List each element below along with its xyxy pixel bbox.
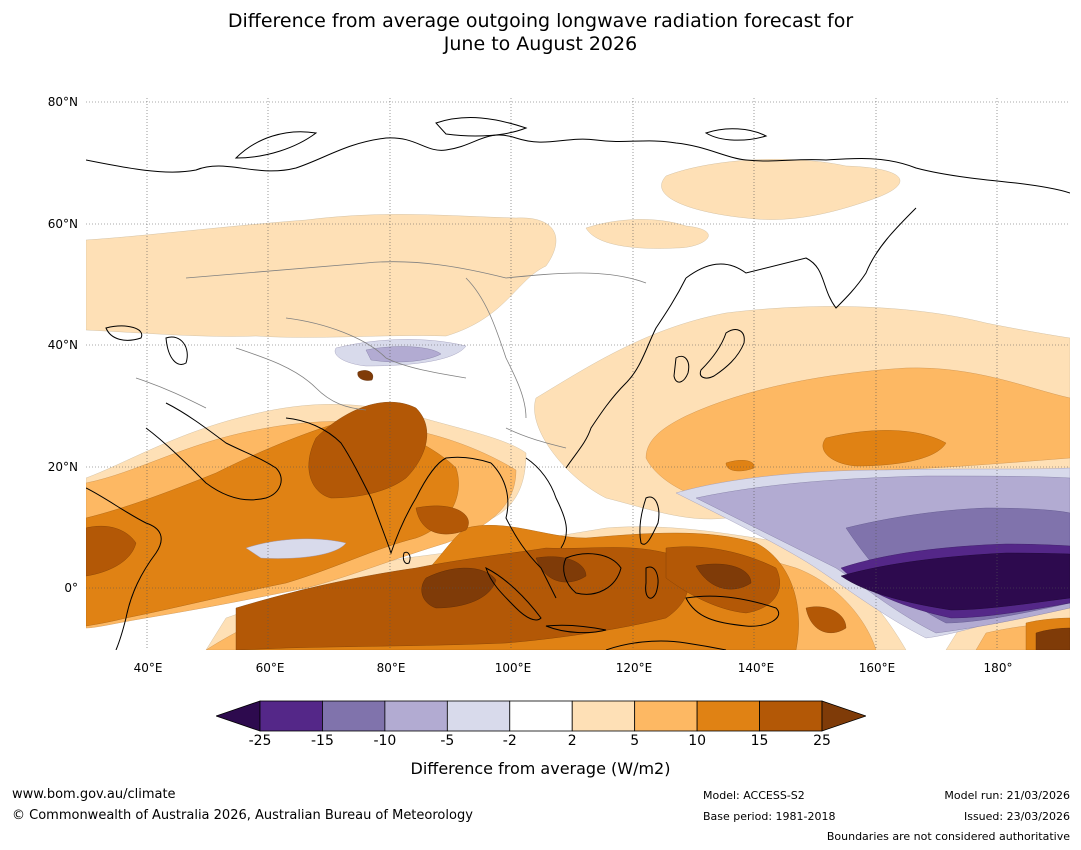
coastline (234, 131, 318, 159)
lon-label-140e: 140°E (737, 661, 775, 675)
boundary (285, 317, 467, 379)
coastline (563, 553, 622, 595)
anomaly-region (725, 460, 755, 472)
forecast-map (86, 98, 1070, 650)
colorbar-swatch (759, 700, 823, 732)
model-name: Model: ACCESS-S2 (703, 789, 805, 802)
coastline (490, 462, 557, 599)
colorbar-tick-label: -10 (373, 733, 397, 749)
lon-label-120e: 120°E (615, 661, 653, 675)
website-link[interactable]: www.bom.gov.au/climate (12, 787, 176, 802)
colorbar-tick-label: -15 (311, 733, 334, 749)
lon-label-80e: 80°E (376, 661, 406, 675)
lon-label-100e: 100°E (494, 661, 532, 675)
disclaimer: Boundaries are not considered authoritat… (826, 830, 1070, 843)
title-line-2: June to August 2026 (443, 33, 638, 55)
issued-date: Issued: 23/03/2026 (963, 810, 1070, 823)
coastline (545, 624, 607, 634)
coastline (485, 567, 542, 621)
lat-label-20n: 20°N (47, 460, 78, 474)
anomaly-region (86, 525, 137, 577)
coastline (165, 336, 188, 365)
coastline (402, 551, 411, 564)
coastline (86, 134, 1070, 194)
chart-title: Difference from average outgoing longwav… (0, 10, 1081, 56)
colorbar-tick-label: 15 (750, 733, 769, 749)
colorbar-swatch (634, 700, 698, 732)
graticule (86, 98, 1070, 650)
copyright: © Commonwealth of Australia 2026, Austra… (12, 808, 473, 823)
coastline (645, 566, 659, 599)
lat-label-60n: 60°N (47, 217, 78, 231)
coastline (605, 640, 727, 650)
anomaly-region (365, 346, 442, 363)
boundary (465, 277, 527, 419)
anomaly-region (585, 219, 709, 249)
colorbar-swatch (259, 700, 323, 732)
coastline (673, 355, 690, 383)
colorbar-swatch (696, 700, 760, 732)
boundary (505, 427, 567, 449)
coastline (145, 402, 282, 501)
coastline (639, 496, 660, 545)
anomaly-region (822, 430, 947, 467)
anomaly-below-minus-25 (840, 552, 1070, 611)
colorbar-tick-label: -5 (440, 733, 455, 749)
coastline (86, 487, 162, 650)
anomaly-region (840, 552, 1070, 611)
colorbar-swatch (509, 700, 573, 732)
colorbar-tick-label: 5 (630, 733, 640, 749)
anomaly-region (86, 214, 557, 338)
colorbar-svg (214, 700, 868, 732)
colorbar-swatch (446, 700, 511, 732)
colorbar-swatch (322, 700, 386, 732)
coastline (699, 329, 745, 379)
map-svg (86, 98, 1070, 650)
colorbar-extension-low (214, 700, 261, 732)
boundary (185, 261, 647, 284)
coastline (525, 457, 567, 549)
anomaly-region (357, 370, 374, 381)
coastlines (86, 117, 1070, 650)
title-line-1: Difference from average outgoing longwav… (227, 10, 854, 32)
colorbar-tick-label: -2 (502, 733, 517, 749)
anomaly-region (1035, 627, 1070, 650)
anomaly-region (695, 563, 752, 590)
colorbar-tick-label: 2 (567, 733, 577, 749)
lon-label-180: 180° (983, 661, 1013, 675)
coastline (565, 277, 687, 469)
coastline (704, 128, 768, 141)
colorbar-tick-label: 10 (688, 733, 707, 749)
anomaly-region (535, 556, 587, 583)
colorbar-extension-high (821, 700, 868, 732)
colorbar-label: Difference from average (W/m2) (410, 759, 671, 778)
coastline (685, 595, 779, 627)
country-boundaries (135, 261, 647, 449)
anomaly-region (805, 606, 847, 634)
anomaly-region (308, 401, 428, 499)
boundary (235, 347, 367, 411)
colorbar-swatch (384, 700, 448, 732)
colorbar-swatches (214, 700, 868, 732)
lat-label-80n: 80°N (47, 95, 78, 109)
coastline (105, 325, 143, 341)
lon-label-40e: 40°E (133, 661, 163, 675)
lon-label-60e: 60°E (255, 661, 285, 675)
anomaly-region (245, 538, 347, 559)
model-run: Model run: 21/03/2026 (944, 789, 1070, 802)
colorbar-tick-label: 25 (813, 733, 831, 749)
coastline (685, 207, 917, 309)
colorbar-swatch (571, 700, 636, 732)
boundary (135, 377, 207, 409)
lat-label-40n: 40°N (47, 338, 78, 352)
colorbar (214, 700, 868, 732)
lat-label-0: 0° (64, 581, 78, 595)
colorbar-tick-label: -25 (248, 733, 272, 749)
coastline (435, 117, 528, 137)
base-period: Base period: 1981-2018 (703, 810, 836, 823)
anomaly-region (415, 505, 469, 535)
coastline (285, 417, 492, 555)
lon-label-160e: 160°E (858, 661, 896, 675)
